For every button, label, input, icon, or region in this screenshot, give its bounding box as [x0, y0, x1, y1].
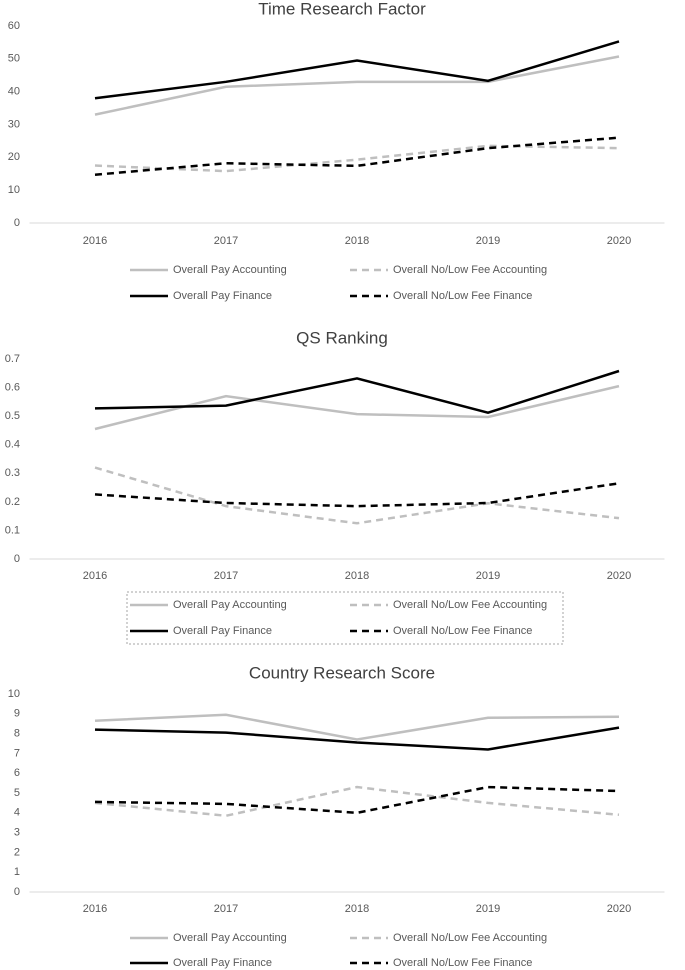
y-tick-label: 5 [14, 787, 20, 799]
x-tick-label: 2019 [476, 235, 500, 247]
y-tick-label: 20 [8, 151, 20, 163]
series-line [94, 785, 620, 818]
x-tick-label: 2020 [607, 570, 631, 582]
y-tick-label: 0.5 [5, 410, 20, 422]
legend-label: Overall No/Low Fee Accounting [393, 599, 547, 611]
series-line [94, 713, 620, 741]
series-line [94, 466, 620, 525]
y-tick-label: 0.7 [5, 353, 20, 365]
legend-label: Overall Pay Accounting [173, 932, 287, 944]
y-tick-label: 10 [8, 688, 20, 700]
x-tick-label: 2016 [83, 235, 107, 247]
y-tick-label: 50 [8, 53, 20, 65]
y-tick-label: 60 [8, 20, 20, 32]
series-line [94, 726, 620, 751]
x-tick-label: 2020 [607, 235, 631, 247]
y-tick-label: 0.2 [5, 496, 20, 508]
x-tick-label: 2017 [214, 570, 238, 582]
series-line [94, 482, 620, 508]
y-tick-label: 0.4 [5, 439, 20, 451]
x-tick-label: 2020 [607, 903, 631, 915]
y-tick-label: 7 [14, 747, 20, 759]
x-tick-label: 2016 [83, 903, 107, 915]
x-tick-label: 2016 [83, 570, 107, 582]
x-tick-label: 2017 [214, 903, 238, 915]
y-tick-label: 0.3 [5, 467, 20, 479]
x-tick-label: 2017 [214, 235, 238, 247]
chart-title: QS Ranking [296, 328, 388, 347]
y-tick-label: 30 [8, 118, 20, 130]
y-tick-label: 9 [14, 708, 20, 720]
x-tick-label: 2018 [345, 903, 369, 915]
legend-label: Overall Pay Accounting [173, 264, 287, 276]
x-tick-label: 2019 [476, 903, 500, 915]
legend-label: Overall Pay Accounting [173, 599, 287, 611]
x-tick-label: 2019 [476, 570, 500, 582]
chart-title: Time Research Factor [258, 0, 426, 18]
series-line [94, 55, 620, 116]
y-tick-label: 10 [8, 184, 20, 196]
legend-label: Overall Pay Finance [173, 625, 272, 637]
x-tick-label: 2018 [345, 235, 369, 247]
legend-label: Overall Pay Finance [173, 957, 272, 969]
legend-label: Overall No/Low Fee Accounting [393, 932, 547, 944]
legend-label: Overall No/Low Fee Accounting [393, 264, 547, 276]
y-tick-label: 3 [14, 827, 20, 839]
legend-label: Overall No/Low Fee Finance [393, 625, 532, 637]
y-tick-label: 6 [14, 767, 20, 779]
legend-box [126, 591, 564, 645]
y-tick-label: 0 [14, 217, 20, 229]
y-tick-label: 1 [14, 866, 20, 878]
series-line [94, 144, 620, 173]
series-line [94, 136, 620, 176]
series-line [94, 369, 620, 415]
x-tick-label: 2018 [345, 570, 369, 582]
y-tick-label: 0.6 [5, 381, 20, 393]
y-tick-label: 4 [14, 807, 20, 819]
legend-label: Overall Pay Finance [173, 290, 272, 302]
y-tick-label: 0 [14, 886, 20, 898]
chart-title: Country Research Score [249, 663, 435, 682]
series-line [94, 785, 620, 815]
y-tick-label: 0 [14, 553, 20, 565]
y-tick-label: 2 [14, 846, 20, 858]
y-tick-label: 0.1 [5, 524, 20, 536]
legend-label: Overall No/Low Fee Finance [393, 957, 532, 969]
y-tick-label: 8 [14, 728, 20, 740]
series-line [94, 40, 620, 100]
legend-label: Overall No/Low Fee Finance [393, 290, 532, 302]
y-tick-label: 40 [8, 86, 20, 98]
